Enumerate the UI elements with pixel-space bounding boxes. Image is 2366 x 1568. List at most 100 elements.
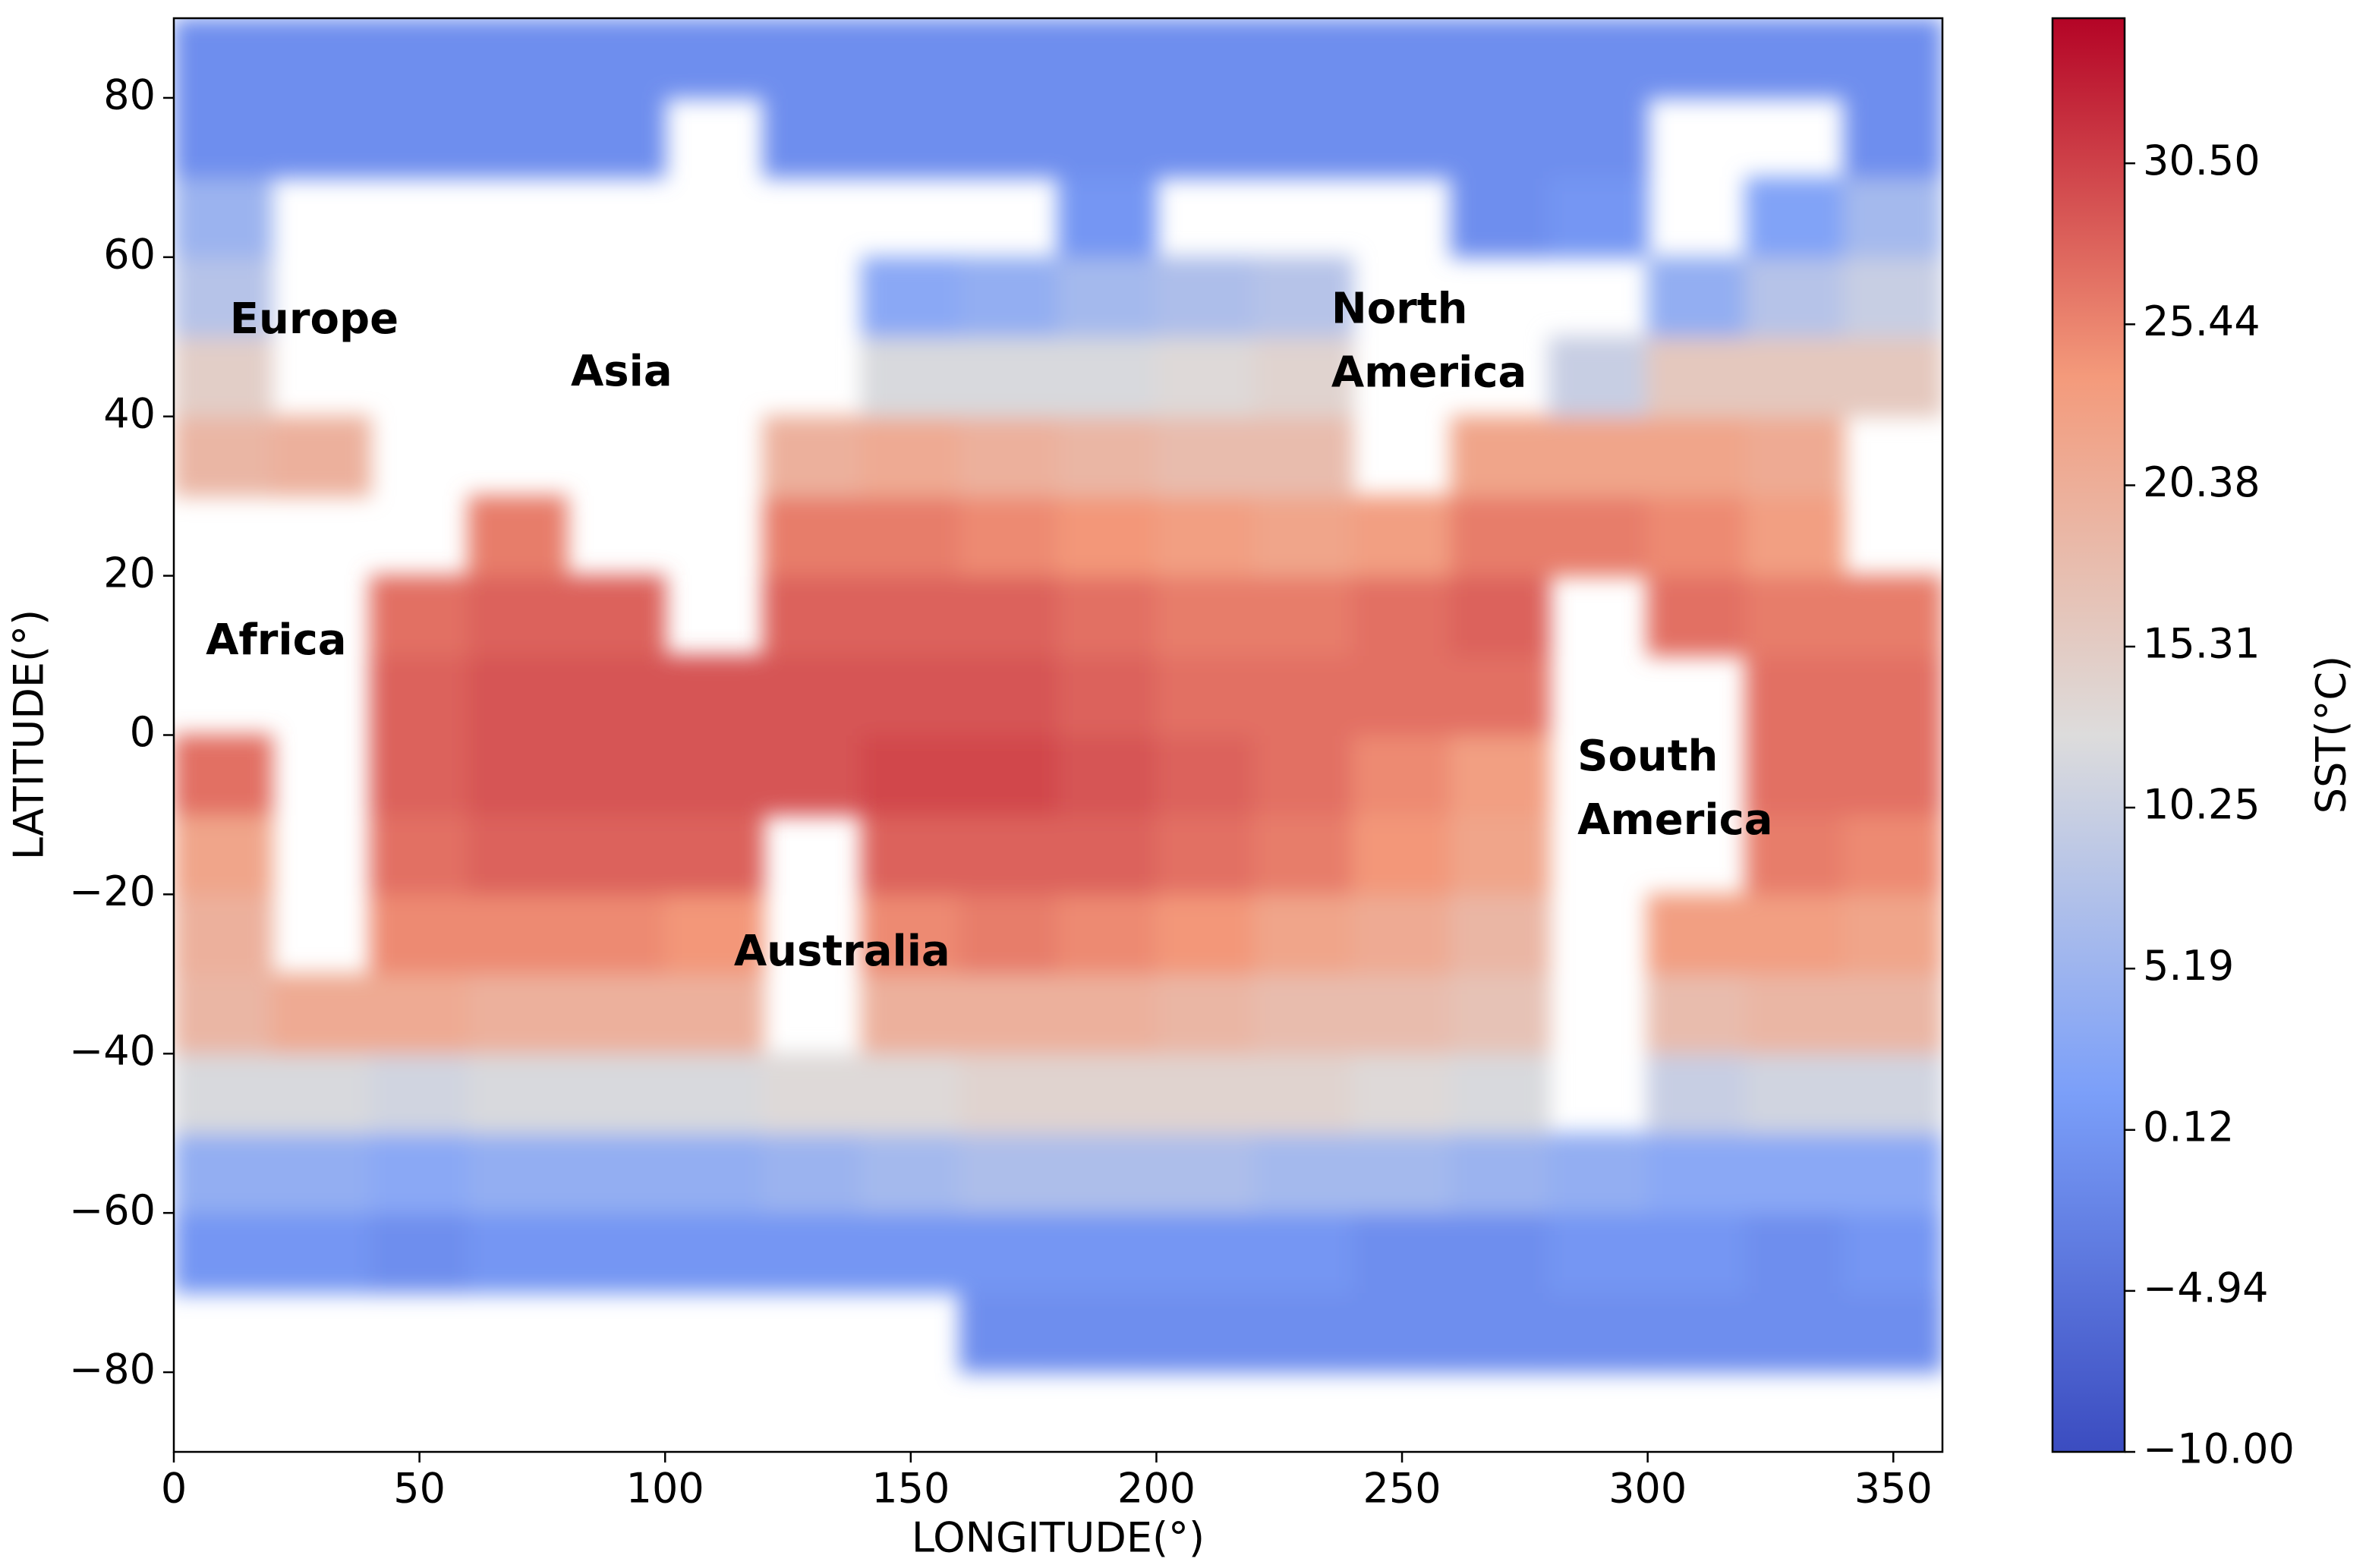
cell [1253,18,1354,99]
cell [1745,973,1845,1055]
cell [1057,335,1158,417]
cell [1155,1053,1255,1135]
cell [861,973,961,1055]
cell [1155,893,1255,975]
y-tick-label: −40 [69,1027,156,1075]
overlay: Europe Asia Africa North America South America… [206,284,1773,976]
cell [271,973,371,1055]
cell [1450,1212,1551,1294]
cell [1548,495,1649,577]
cell [1057,734,1158,816]
cell [1843,1212,1942,1294]
y-tick-label: 20 [103,549,156,597]
cell [468,973,568,1055]
cell [1155,1212,1255,1294]
cell [174,176,273,258]
cell [1843,176,1942,258]
cell [1843,814,1942,896]
x-tick-label: 150 [871,1465,950,1513]
cell [1450,176,1551,258]
cell [1450,654,1551,736]
colorbar-tick-label: 15.31 [2143,620,2260,668]
annotation: Europe [230,294,399,344]
cell [1253,654,1354,736]
cell [861,1053,961,1135]
annotation: Australia [734,927,950,976]
cell [959,415,1059,497]
cell [1843,1292,1942,1374]
cell [1745,893,1845,975]
cell [1155,973,1255,1055]
y-tick-label: −60 [69,1186,156,1234]
cell [1352,1132,1452,1214]
cell [174,814,273,896]
cell [566,96,666,178]
cell [1646,973,1747,1055]
cell [1548,335,1649,417]
cell [861,734,961,816]
cell [1253,1132,1354,1214]
colorbar [2051,17,2126,1453]
cell [1450,1292,1551,1374]
cell [468,18,568,99]
cell [566,973,666,1055]
cell [959,973,1059,1055]
cell [174,18,273,99]
colorbar-tick-label: 10.25 [2143,781,2260,829]
cell [1352,734,1452,816]
cell [959,814,1059,896]
cell [1057,256,1158,338]
cell [1155,1292,1255,1374]
colorbar-tick-label: 25.44 [2143,298,2260,345]
cell [1646,18,1747,99]
cell [1843,575,1942,656]
cell [1646,495,1747,577]
y-tick-label: −80 [69,1346,156,1393]
cell [1646,256,1747,338]
cell [1745,814,1845,896]
cell [1155,335,1255,417]
cell [1155,495,1255,577]
cell [1155,18,1255,99]
cell [468,734,568,816]
colorbar-tick-label: 30.50 [2143,137,2260,184]
cell [271,18,371,99]
cell [959,893,1059,975]
cell [566,814,666,896]
x-tick-label: 200 [1117,1465,1196,1513]
cell [1057,1053,1158,1135]
cell [1450,1053,1551,1135]
cell [762,495,863,577]
cell [566,1053,666,1135]
cell [861,96,961,178]
cell [174,1132,273,1214]
x-tick-label: 50 [393,1465,446,1513]
cell [174,1053,273,1135]
cell [1646,1053,1747,1135]
annotation: South [1577,732,1718,781]
cell [1450,893,1551,975]
y-tick-label: 40 [103,389,156,437]
cell [1548,1292,1649,1374]
cell [1057,96,1158,178]
cell [664,1053,764,1135]
cell [1745,18,1845,99]
cell [664,1132,764,1214]
cell [566,18,666,99]
cell [271,415,371,497]
annotation: North [1331,284,1468,333]
cell [1057,1212,1158,1294]
cell [1450,415,1551,497]
cell [959,1212,1059,1294]
cell [1548,176,1649,258]
cell [1843,256,1942,338]
cell [468,1132,568,1214]
annotation: Asia [571,347,673,396]
y-tick-label: 0 [130,708,156,756]
cell [468,814,568,896]
cell [959,256,1059,338]
cell [1352,18,1452,99]
cell [762,415,863,497]
x-tick-label: 250 [1363,1465,1441,1513]
cell [1843,96,1942,178]
